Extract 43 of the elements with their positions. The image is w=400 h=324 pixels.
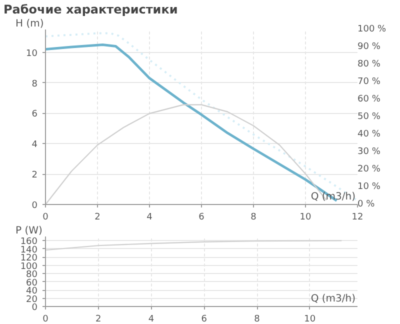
x-tick-label: 10	[300, 212, 312, 222]
y-tick-label: 20	[26, 294, 38, 305]
x-tick-label: 2	[96, 314, 102, 324]
y2-tick-label: 50 %	[358, 112, 381, 122]
y2-tick-label: 100 %	[358, 24, 387, 34]
y-tick-label: 0	[32, 303, 38, 313]
y-tick-label: 0	[32, 201, 38, 211]
x-tick-label: 2	[94, 212, 100, 222]
x-tick-label: 8	[254, 314, 260, 324]
y-tick-label: 10	[26, 48, 38, 59]
y-tick-label: 120	[20, 254, 38, 264]
y-tick-label: 100	[20, 262, 38, 272]
x-tick-label: 6	[198, 212, 205, 222]
y-tick-label: 4	[32, 140, 38, 150]
y-axis-title: H (m)	[16, 18, 44, 30]
y-axis-title: P (W)	[16, 226, 42, 236]
y-tick-label: 60	[26, 278, 38, 288]
x-tick-label: 10	[304, 314, 316, 324]
y-tick-label: 80	[26, 270, 38, 280]
y2-tick-label: 80 %	[358, 60, 381, 70]
x-tick-label: 0	[42, 314, 49, 324]
y2-tick-label: 40 %	[358, 130, 381, 140]
y-tick-label: 2	[32, 170, 38, 181]
x-tick-label: 0	[42, 212, 49, 222]
y2-tick-label: 10 %	[358, 182, 381, 192]
x-tick-label: 12	[352, 212, 364, 222]
y2-tick-label: 30 %	[358, 147, 381, 157]
y2-tick-label: 20 %	[358, 164, 381, 174]
y-tick-label: 160	[20, 237, 38, 248]
y2-tick-label: 90 %	[358, 42, 381, 52]
y2-tick-label: 70 %	[358, 77, 381, 87]
y-tick-label: 8	[32, 79, 38, 90]
x-axis-title: Q (m3/h)	[310, 294, 356, 304]
x-tick-label: 6	[201, 314, 208, 324]
chart-title: Рабочие характеристики	[4, 2, 178, 16]
y2-tick-label: 60 %	[358, 94, 381, 104]
x-tick-label: 8	[250, 212, 257, 222]
x-tick-label: 4	[148, 314, 154, 324]
y2-tick-label: 0 %	[358, 200, 376, 210]
y-tick-label: 40	[26, 286, 38, 297]
y-tick-label: 6	[32, 110, 38, 120]
x-tick-label: 4	[146, 212, 153, 222]
y-tick-label: 140	[20, 245, 38, 256]
